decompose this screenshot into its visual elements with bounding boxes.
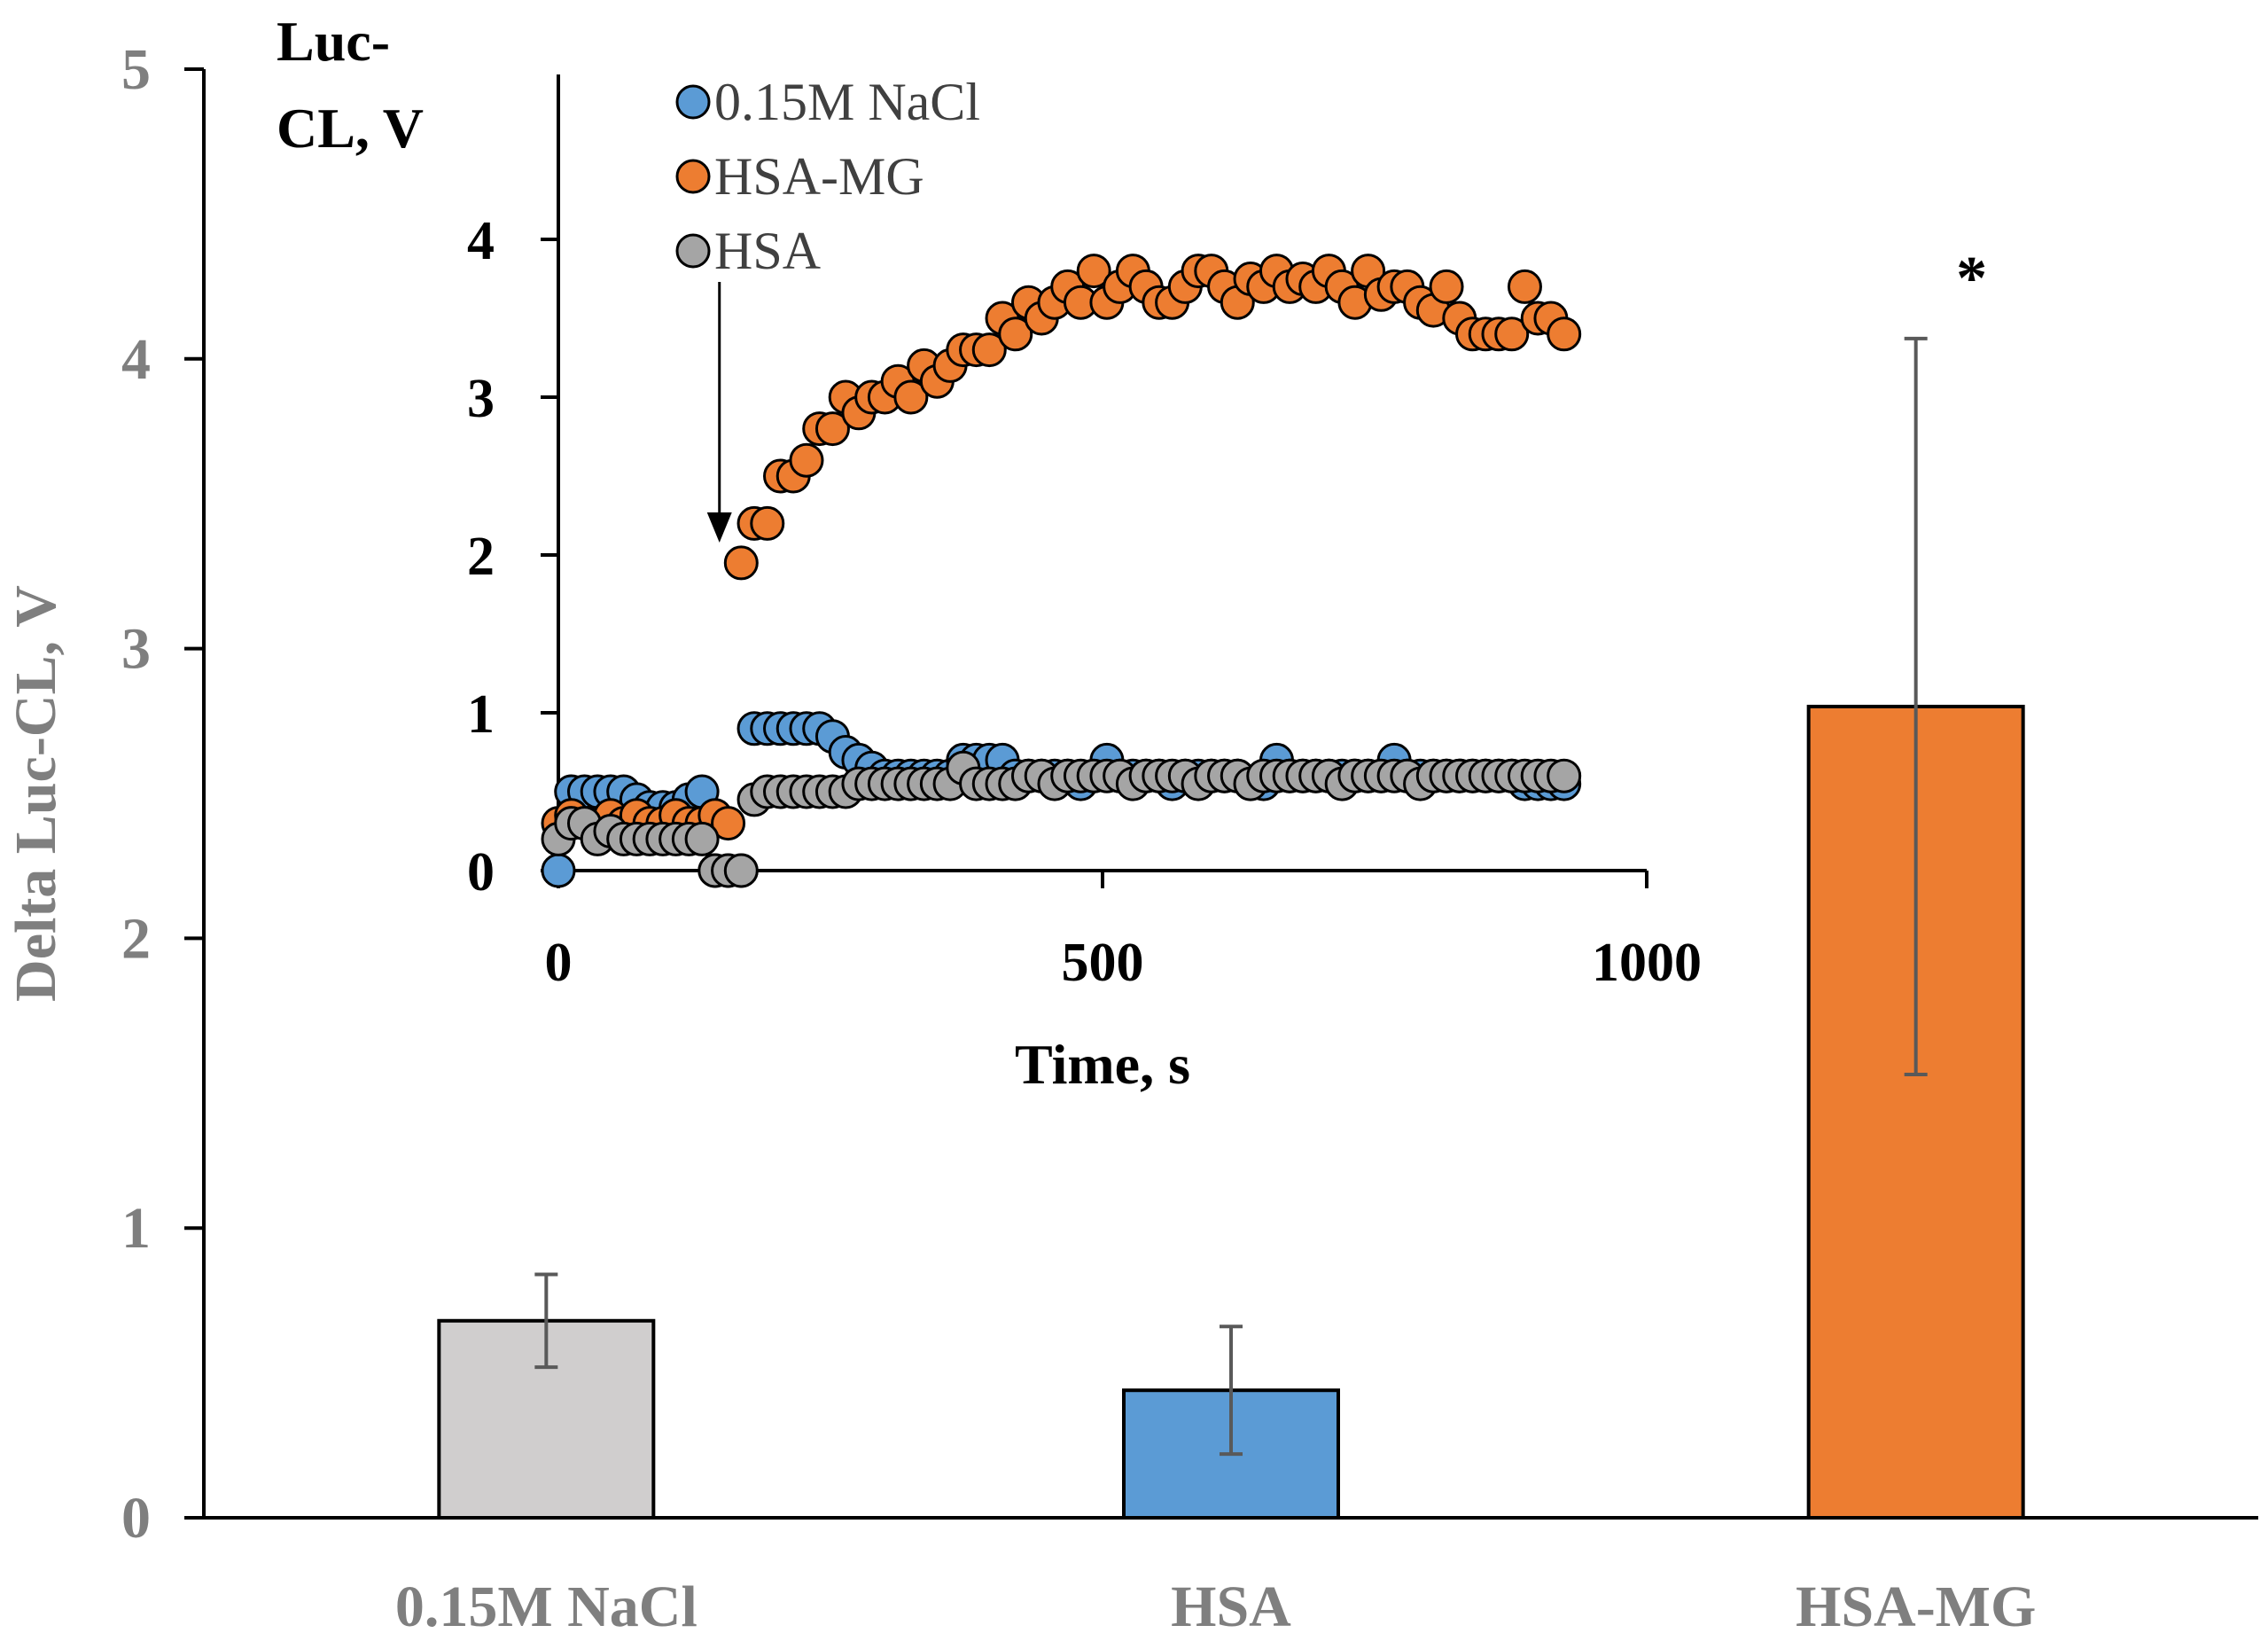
- bar-chart: 0 1 2 3 4 5 Delta Luc-CL, V 0.15M NaCl HSA HSA-MG…: [4, 37, 2258, 1639]
- data-point: [998, 316, 1033, 352]
- legend-marker: [675, 84, 711, 120]
- data-point: [1076, 254, 1111, 289]
- legend-label: 0.15M NaCl: [714, 73, 980, 131]
- significance-marker: *: [1956, 245, 1987, 313]
- y-axis-label: Delta Luc-CL, V: [4, 585, 68, 1002]
- y-tick-label: 1: [121, 1196, 151, 1261]
- inset-y-tick-label: 2: [467, 527, 495, 587]
- inset-y-axis-label: Luc-: [277, 10, 390, 73]
- data-point: [750, 505, 785, 541]
- data-point: [1547, 316, 1582, 352]
- y-tick-label: 2: [121, 906, 151, 971]
- data-point: [723, 545, 759, 581]
- inset-x-tick-label: 500: [1062, 933, 1144, 993]
- inset-x-tick-label: 0: [545, 933, 573, 993]
- legend-label: HSA-MG: [714, 147, 924, 206]
- x-category-label: 0.15M NaCl: [395, 1575, 698, 1637]
- data-point: [684, 821, 720, 856]
- data-point: [814, 411, 850, 447]
- x-category-label: HSA-MG: [1796, 1575, 2036, 1637]
- inset-y-tick-label: 1: [467, 684, 495, 745]
- data-point: [541, 853, 576, 888]
- data-point: [1507, 269, 1542, 304]
- data-point: [1429, 269, 1464, 304]
- legend-marker: [675, 233, 711, 269]
- y-tick-label: 5: [121, 37, 151, 102]
- inset-scatter-chart: 0 1 2 3 4 0 500 1000 Time, s Luc- CL, V 0.15M NaCl H…: [277, 10, 1702, 1096]
- inset-y-axis-label: CL, V: [277, 97, 424, 160]
- inset-x-axis-label: Time, s: [1015, 1033, 1190, 1096]
- y-tick-label: 0: [121, 1486, 151, 1551]
- series-hsa: [541, 750, 1582, 888]
- data-point: [893, 379, 929, 415]
- data-point: [1494, 316, 1530, 352]
- data-point: [711, 806, 746, 841]
- addition-arrow-head: [706, 512, 732, 543]
- y-tick-label: 4: [121, 327, 151, 392]
- legend-marker: [675, 159, 711, 194]
- data-point: [1547, 758, 1582, 793]
- inset-y-tick-label: 3: [467, 369, 495, 429]
- inset-y-tick-label: 0: [467, 842, 495, 903]
- inset-x-tick-label: 1000: [1592, 933, 1702, 993]
- x-category-label: HSA: [1171, 1575, 1291, 1637]
- inset-y-tick-label: 4: [467, 211, 495, 271]
- data-point: [789, 442, 824, 478]
- y-tick-label: 3: [121, 617, 151, 682]
- legend-label: HSA: [714, 222, 821, 280]
- data-point: [971, 332, 1007, 368]
- data-point: [723, 853, 759, 888]
- series-hsa-mg: [541, 254, 1582, 841]
